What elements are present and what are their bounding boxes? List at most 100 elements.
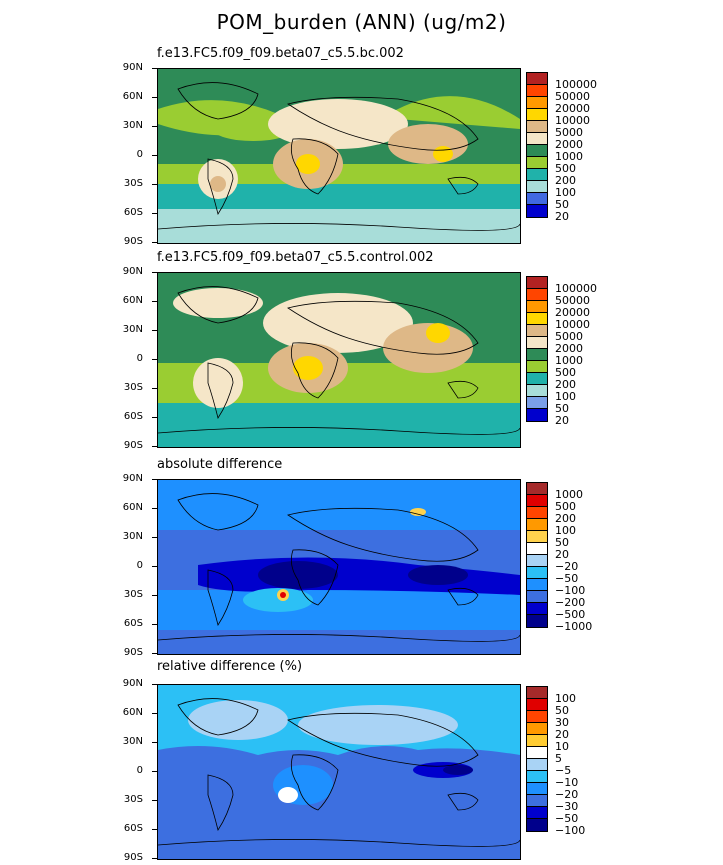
lat-tick (152, 653, 157, 654)
colorbar-reldiff (526, 686, 548, 832)
colorbar-label: 20000 (555, 306, 590, 319)
colorbar-box (527, 325, 547, 337)
colorbar-box (527, 289, 547, 301)
colorbar-box (527, 591, 547, 603)
africa-outline (290, 138, 339, 195)
colorbar-box (527, 385, 547, 397)
colorbar-box (527, 771, 547, 783)
panel-title: relative difference (%) (157, 659, 303, 674)
lat-label: 30S (123, 178, 143, 189)
lat-tick (152, 184, 157, 185)
colorbar-box (527, 145, 547, 157)
colorbar-label: 50000 (555, 90, 590, 103)
colorbar-label: 10000 (555, 114, 590, 127)
antarctica-outline (158, 427, 520, 435)
colorbar-box (527, 409, 547, 421)
lat-tick (152, 566, 157, 567)
colorbar-label: −500 (555, 608, 586, 621)
lat-tick (152, 537, 157, 538)
lat-tick (152, 713, 157, 714)
map-reldiff (157, 684, 521, 860)
colorbar-label: 50 (555, 536, 569, 549)
colorbar-box (527, 699, 547, 711)
colorbar-box (527, 85, 547, 97)
colorbar-box (527, 133, 547, 145)
samerica-white (278, 787, 298, 803)
colorbar-box (527, 819, 547, 831)
map-absdiff (157, 479, 521, 655)
lat-tick (152, 330, 157, 331)
colorbar-box (527, 373, 547, 385)
lat-label: 0 (136, 353, 143, 364)
colorbar-label: 2000 (555, 138, 583, 151)
map-bc-svg (158, 69, 520, 243)
colorbar-box (527, 157, 547, 169)
colorbar-box (527, 687, 547, 699)
china-peak (426, 323, 450, 343)
colorbar-box (527, 723, 547, 735)
colorbar-box (527, 73, 547, 85)
map-reldiff-svg (158, 685, 520, 859)
colorbar-label: −10 (555, 776, 579, 789)
colorbar-label: 10 (555, 740, 569, 753)
colorbar-label: 1000 (555, 488, 583, 501)
colorbar-label: −5 (555, 764, 572, 777)
lat-tick (152, 301, 157, 302)
colorbar-label: 100000 (555, 282, 597, 295)
colorbar-label: 30 (555, 716, 569, 729)
colorbar-box (527, 519, 547, 531)
colorbar-label: −200 (555, 596, 586, 609)
lat-tick (152, 388, 157, 389)
lat-tick (152, 742, 157, 743)
lat-label: 60S (123, 411, 143, 422)
lat-tick (152, 155, 157, 156)
colorbar-box (527, 483, 547, 495)
panel-title: absolute difference (157, 457, 283, 472)
lat-label: 30S (123, 794, 143, 805)
colorbar-box (527, 495, 547, 507)
lat-tick (152, 479, 157, 480)
lat-label: 0 (136, 765, 143, 776)
map-control (157, 272, 521, 448)
australia-outline (447, 176, 479, 195)
colorbar-label: 1000 (555, 150, 583, 163)
eurasia-white (298, 705, 458, 745)
lat-label: 30N (122, 736, 143, 747)
colorbar-label: 20 (555, 210, 569, 223)
colorbar-box (527, 735, 547, 747)
colorbar-label: 500 (555, 162, 576, 175)
lat-tick (152, 242, 157, 243)
colorbar-label: 500 (555, 366, 576, 379)
colorbar-box (527, 205, 547, 217)
colorbar-label: 200 (555, 378, 576, 391)
colorbar-label: −100 (555, 824, 586, 837)
colorbar-label: 50 (555, 402, 569, 415)
samerica-peak (210, 176, 226, 192)
lat-tick (152, 126, 157, 127)
satlantic-neg (243, 588, 313, 612)
colorbar-bc (526, 72, 548, 218)
lat-tick (152, 446, 157, 447)
colorbar-label: 100 (555, 692, 576, 705)
colorbar-label: −30 (555, 800, 579, 813)
lat-label: 0 (136, 560, 143, 571)
north-band (158, 480, 520, 530)
lat-tick (152, 272, 157, 273)
namerica-outline (177, 82, 259, 120)
antarctica-outline (158, 223, 520, 231)
seasia-peak (433, 146, 453, 162)
colorbar-label: 50 (555, 704, 569, 717)
colorbar-label: 20 (555, 414, 569, 427)
australia-outline (447, 587, 479, 606)
lat-tick (152, 684, 157, 685)
colorbar-box (527, 361, 547, 373)
lat-tick (152, 359, 157, 360)
panel-title: f.e13.FC5.f09_f09.beta07_c5.5.bc.002 (157, 46, 404, 61)
colorbar-absdiff (526, 482, 548, 628)
colorbar-box (527, 747, 547, 759)
map-bc (157, 68, 521, 244)
panel-title: f.e13.FC5.f09_f09.beta07_c5.5.control.00… (157, 250, 434, 265)
colorbar-box (527, 277, 547, 289)
lat-label: 90N (122, 678, 143, 689)
eurasia-outline (287, 96, 479, 151)
